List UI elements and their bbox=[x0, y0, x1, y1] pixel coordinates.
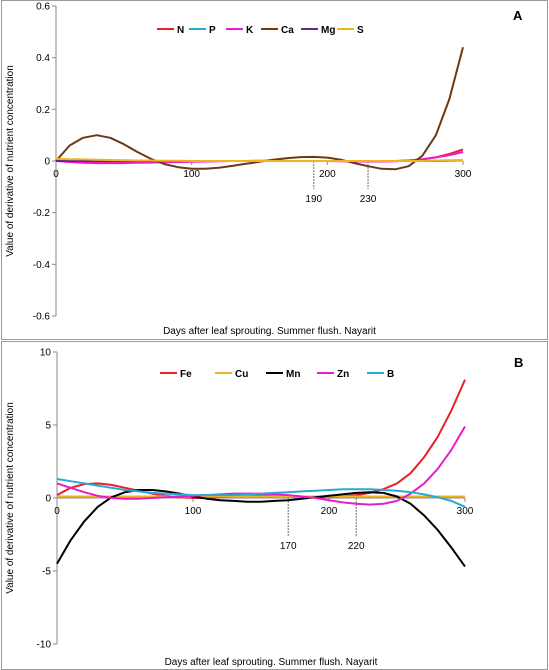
y-axis-title: Value of derivative of nutrient concentr… bbox=[5, 402, 16, 594]
y-tick-label: 0 bbox=[44, 157, 50, 168]
y-tick-label: -0.6 bbox=[33, 312, 51, 323]
chart-a-svg: 0.6 0.4 0.2 0 -0.2 -0.4 -0.6 0 100 200 300 Days aft… bbox=[5, 2, 523, 338]
legend-label-k: K bbox=[246, 25, 254, 36]
chart-panel-b: 10 5 0 -5 -10 0 100 200 300 Days after leaf sprou… bbox=[0, 341, 549, 670]
y-tick-label: -10 bbox=[37, 640, 52, 651]
y-tick-label: 0.4 bbox=[36, 53, 50, 64]
y-tick-label: 0.2 bbox=[36, 105, 50, 116]
legend-label-ca: Ca bbox=[281, 25, 294, 36]
legend-label-s: S bbox=[357, 25, 364, 36]
x-tick-label: 300 bbox=[455, 169, 472, 180]
legend-label-mn: Mn bbox=[286, 369, 300, 380]
chart-b-svg: 10 5 0 -5 -10 0 100 200 300 Days after leaf sprou… bbox=[5, 348, 523, 669]
x-tick-label: 100 bbox=[183, 169, 200, 180]
x-axis-title: Days after leaf sprouting. Summer flush.… bbox=[165, 657, 378, 668]
annotation-label: 170 bbox=[280, 541, 297, 552]
legend-label-b: B bbox=[387, 369, 394, 380]
legend-label-fe: Fe bbox=[180, 369, 192, 380]
annotation-label: 230 bbox=[360, 194, 377, 205]
series-line-fe bbox=[56, 379, 466, 499]
annotation-label: 190 bbox=[305, 194, 322, 205]
chart-panel-a: 0.6 0.4 0.2 0 -0.2 -0.4 -0.6 0 100 200 300 Days aft… bbox=[1, 0, 548, 340]
x-tick-label: 300 bbox=[457, 506, 474, 517]
series-line-mn bbox=[56, 489, 466, 568]
y-tick-label: 10 bbox=[40, 348, 52, 359]
y-tick-label: 5 bbox=[45, 421, 51, 432]
annotation-label: 220 bbox=[348, 541, 365, 552]
x-axis-title: Days after leaf sprouting. Summer flush.… bbox=[163, 326, 376, 337]
x-tick-label: 200 bbox=[321, 506, 338, 517]
legend-label-n: N bbox=[177, 25, 184, 36]
y-tick-label: -0.2 bbox=[33, 208, 51, 219]
x-tick-label: 100 bbox=[185, 506, 202, 517]
y-tick-label: 0 bbox=[45, 494, 51, 505]
series-line-b bbox=[56, 478, 466, 508]
legend-label-mg: Mg bbox=[321, 25, 335, 36]
y-tick-label: -0.4 bbox=[33, 260, 51, 271]
x-tick-label: 200 bbox=[319, 169, 336, 180]
y-axis-title: Value of derivative of nutrient concentr… bbox=[5, 65, 16, 257]
x-tick-label: 0 bbox=[54, 506, 60, 517]
x-tick-label: 0 bbox=[53, 169, 59, 180]
legend-label-zn: Zn bbox=[337, 369, 349, 380]
legend-label-p: P bbox=[209, 25, 216, 36]
series-line-ca bbox=[55, 47, 464, 171]
panel-letter: B bbox=[514, 355, 523, 370]
y-tick-label: -5 bbox=[42, 567, 51, 578]
series-line-s bbox=[55, 157, 464, 162]
legend-label-cu: Cu bbox=[235, 369, 248, 380]
chart-panel-a-frame bbox=[1, 0, 548, 340]
y-tick-label: 0.6 bbox=[36, 2, 50, 13]
panel-letter: A bbox=[513, 8, 523, 23]
